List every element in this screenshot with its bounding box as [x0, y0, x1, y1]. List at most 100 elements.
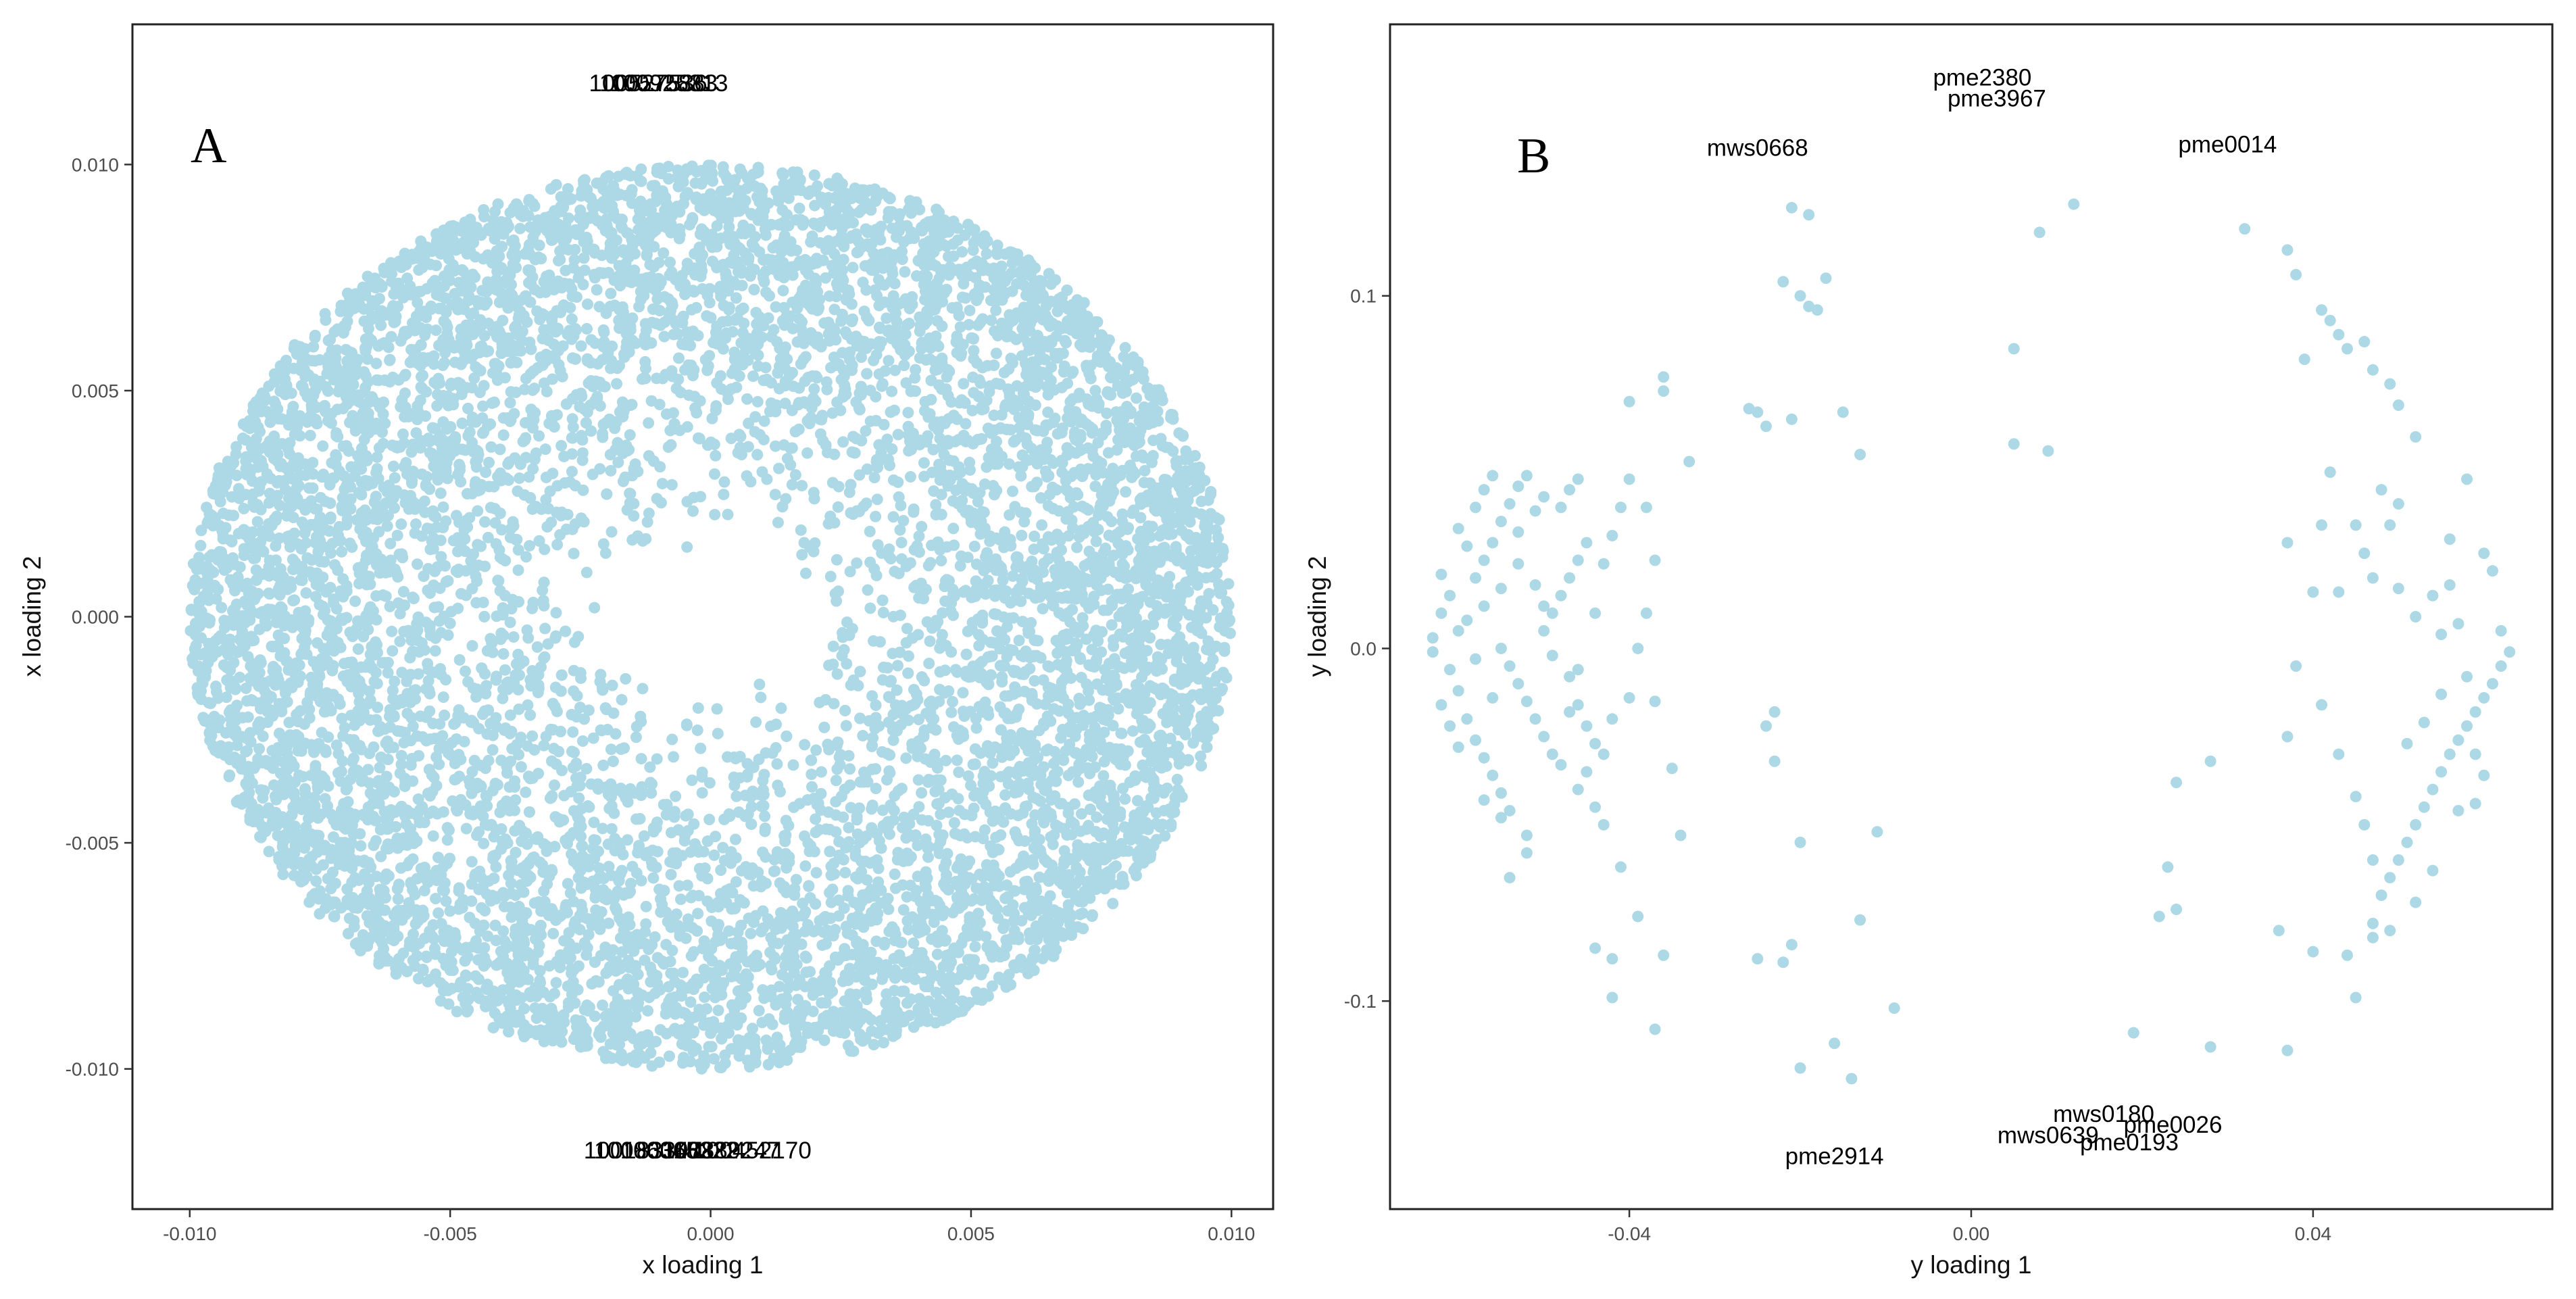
panel-a-point: [881, 433, 893, 445]
panel-a-point: [691, 725, 703, 737]
panel-a-point: [407, 720, 419, 733]
panel-a-point: [616, 693, 628, 706]
panel-a-point: [953, 766, 965, 779]
panel-a-point: [894, 524, 906, 536]
panel-a-point: [847, 262, 859, 274]
panel-a-point: [1139, 465, 1151, 477]
panel-a-point: [793, 202, 806, 214]
panel-a-point: [777, 285, 789, 297]
panel-a-point: [786, 268, 798, 280]
panel-a-point: [660, 408, 672, 420]
panel-a-point: [539, 622, 551, 635]
panel-a-point: [1072, 489, 1084, 501]
panel-a-point: [371, 451, 383, 463]
panel-a-point: [868, 354, 880, 366]
panel-a-point: [1015, 470, 1027, 482]
panel-a-point: [1119, 341, 1131, 353]
panel-a-point: [1131, 392, 1143, 404]
panel-a-point: [460, 665, 472, 677]
panel-a-point: [918, 470, 931, 483]
panel-a-point: [962, 770, 974, 782]
panel-a-point: [328, 559, 341, 571]
panel-a-point: [1006, 485, 1018, 497]
panel-a-point: [770, 741, 782, 754]
panel-a-point: [908, 937, 920, 949]
panel-a-point: [824, 570, 837, 583]
panel-a-point: [762, 312, 774, 324]
panel-a-points: [184, 160, 1236, 1075]
panel-a-point: [270, 540, 282, 552]
panel-a-point: [889, 868, 901, 881]
panel-a-point: [580, 762, 593, 775]
panel-a-point: [572, 631, 585, 643]
panel-a-point: [575, 340, 587, 352]
panel-a-point: [605, 743, 617, 756]
panel-a-point: [867, 635, 879, 647]
panel-a-point: [714, 370, 726, 382]
panel-a-point: [1016, 529, 1028, 541]
panel-a-point: [635, 710, 647, 722]
panel-a-point: [618, 742, 630, 754]
panel-a-point: [514, 222, 526, 235]
panel-a-point: [342, 927, 354, 939]
panel-a-point: [654, 1024, 666, 1036]
panel-a-point: [918, 457, 930, 469]
panel-a-point: [686, 774, 698, 786]
panel-a-point: [462, 349, 474, 361]
panel-a-point: [651, 753, 663, 765]
panel-a-point: [787, 759, 799, 771]
panel-a-point: [897, 904, 910, 916]
panel-a-point: [305, 860, 318, 872]
panel-a-point: [990, 347, 1002, 360]
panel-a-point: [660, 906, 672, 918]
panel-a-point: [712, 727, 724, 739]
panel-a-point: [587, 732, 599, 744]
panel-a-point: [567, 726, 579, 738]
panel-a-point: [718, 489, 730, 501]
panel-a-point: [1004, 509, 1016, 521]
panel-a-point: [685, 996, 697, 1008]
panel-a-point: [492, 574, 504, 587]
panel-a-point: [560, 834, 572, 846]
panel-a-point: [1026, 481, 1038, 493]
panel-a-point: [517, 435, 529, 447]
panel-a-point: [462, 430, 474, 442]
panel-a-point: [910, 885, 922, 897]
panel-a-point: [470, 868, 482, 881]
panel-a-point: [571, 689, 583, 702]
panel-a-point: [668, 991, 680, 1003]
panel-a-point: [651, 493, 663, 505]
panel-a-point: [555, 439, 568, 451]
panel-a-point: [836, 308, 848, 320]
panel-a-point: [626, 312, 639, 324]
panel-a-point: [808, 383, 820, 395]
panel-a-point: [839, 866, 851, 879]
panel-a-point: [722, 508, 734, 520]
panel-a-point: [723, 925, 735, 937]
panel-a-point: [606, 679, 618, 691]
panel-a-point: [347, 752, 360, 764]
panel-a-point: [985, 294, 997, 306]
panel-a-point: [1044, 868, 1056, 880]
panel-a-point: [591, 284, 603, 296]
panel-a-point: [507, 631, 520, 643]
panel-a-point: [757, 846, 769, 858]
panel-a-point: [947, 695, 959, 708]
panel-a-point: [1029, 675, 1041, 687]
panel-a-point: [968, 893, 980, 905]
panel-a-point: [590, 975, 602, 987]
panel-a-point: [317, 859, 329, 871]
panel-a-point: [220, 691, 232, 704]
panel-a-point: [776, 204, 789, 216]
panel-a-point: [810, 866, 822, 879]
panel-a-point: [1029, 944, 1041, 956]
panel-a-point: [999, 802, 1012, 814]
panel-a-point: [440, 895, 452, 907]
panel-a-point: [569, 243, 581, 255]
panel-a-point: [833, 585, 845, 597]
panel-a-point: [945, 706, 958, 718]
panel-a-point: [349, 595, 362, 608]
panel-a-point: [964, 304, 976, 316]
panel-a-point: [460, 823, 472, 835]
